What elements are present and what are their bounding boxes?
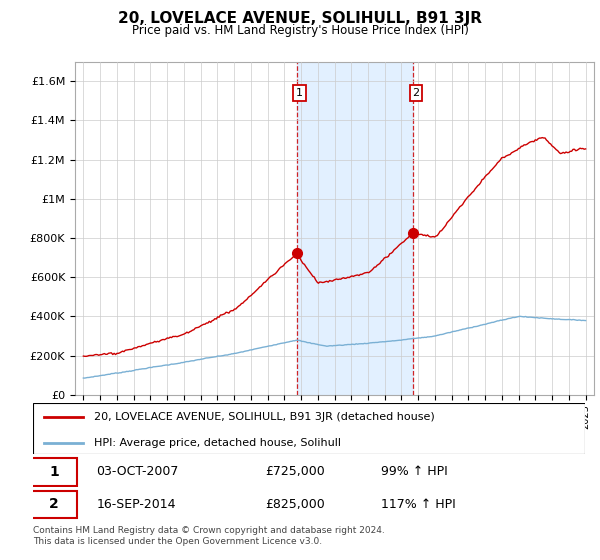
FancyBboxPatch shape bbox=[30, 491, 77, 519]
Text: 2: 2 bbox=[49, 497, 59, 511]
Text: £825,000: £825,000 bbox=[265, 498, 325, 511]
Text: 99% ↑ HPI: 99% ↑ HPI bbox=[381, 465, 448, 478]
Text: Price paid vs. HM Land Registry's House Price Index (HPI): Price paid vs. HM Land Registry's House … bbox=[131, 24, 469, 36]
Text: 03-OCT-2007: 03-OCT-2007 bbox=[97, 465, 179, 478]
Text: 1: 1 bbox=[49, 465, 59, 479]
Text: HPI: Average price, detached house, Solihull: HPI: Average price, detached house, Soli… bbox=[94, 437, 341, 447]
Text: 2: 2 bbox=[412, 88, 419, 98]
Text: Contains HM Land Registry data © Crown copyright and database right 2024.
This d: Contains HM Land Registry data © Crown c… bbox=[33, 526, 385, 546]
Bar bbox=[297, 62, 413, 395]
FancyBboxPatch shape bbox=[30, 458, 77, 486]
Text: 117% ↑ HPI: 117% ↑ HPI bbox=[381, 498, 455, 511]
Text: 20, LOVELACE AVENUE, SOLIHULL, B91 3JR: 20, LOVELACE AVENUE, SOLIHULL, B91 3JR bbox=[118, 11, 482, 26]
Text: 16-SEP-2014: 16-SEP-2014 bbox=[97, 498, 176, 511]
Text: 1: 1 bbox=[296, 88, 303, 98]
Text: £725,000: £725,000 bbox=[265, 465, 325, 478]
Text: 20, LOVELACE AVENUE, SOLIHULL, B91 3JR (detached house): 20, LOVELACE AVENUE, SOLIHULL, B91 3JR (… bbox=[94, 412, 434, 422]
